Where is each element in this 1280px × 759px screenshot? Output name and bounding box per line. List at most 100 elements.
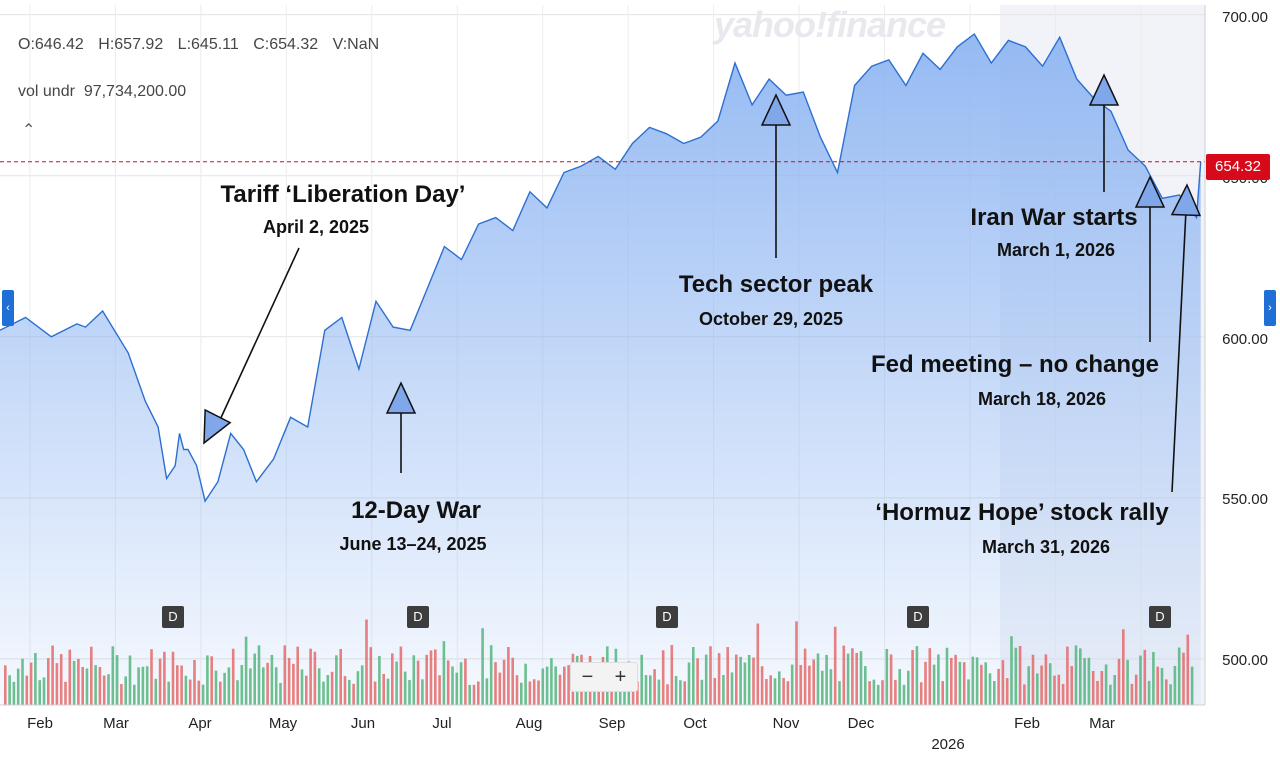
volume-bar bbox=[902, 684, 906, 705]
volume-bar bbox=[537, 680, 540, 705]
annotation-date: March 1, 2026 bbox=[996, 240, 1116, 260]
volume-bar bbox=[292, 663, 295, 705]
volume-bar bbox=[511, 657, 514, 705]
volume-bar bbox=[145, 666, 149, 705]
volume-bar bbox=[21, 658, 24, 705]
scroll-right-handle[interactable]: › bbox=[1264, 290, 1276, 326]
volume-bar bbox=[1109, 684, 1112, 705]
dividend-marker[interactable]: D bbox=[162, 606, 184, 628]
volume-bar bbox=[309, 648, 312, 705]
volume-bar bbox=[833, 626, 837, 705]
volume-bar bbox=[64, 681, 67, 705]
volume-bar bbox=[502, 659, 506, 705]
volume-bar bbox=[567, 665, 570, 705]
volume-bar bbox=[717, 653, 721, 705]
dividend-marker[interactable]: D bbox=[407, 606, 429, 628]
volume-bar bbox=[322, 681, 325, 705]
dividend-marker[interactable]: D bbox=[656, 606, 678, 628]
volume-bar bbox=[55, 663, 59, 705]
chevron-up-icon[interactable]: ⌃ bbox=[22, 122, 36, 139]
volume-bar bbox=[997, 668, 1000, 705]
scroll-left-handle[interactable]: ‹ bbox=[2, 290, 14, 326]
volume-bar bbox=[709, 646, 712, 705]
volume-bar bbox=[236, 680, 239, 705]
volume-bar bbox=[412, 655, 416, 705]
annotation-arrowhead bbox=[203, 408, 232, 445]
vol-value: 97,734,200.00 bbox=[83, 83, 187, 100]
volume-bar bbox=[477, 681, 480, 705]
volume-bar bbox=[1126, 659, 1129, 705]
volume-bar bbox=[1096, 680, 1099, 705]
volume-bar bbox=[932, 664, 936, 705]
volume-bar bbox=[1113, 675, 1116, 705]
volume-bar bbox=[167, 681, 170, 705]
volume-bar bbox=[980, 664, 983, 705]
volume-bar bbox=[597, 684, 600, 705]
annotation-arrowhead bbox=[760, 93, 792, 126]
dividend-marker[interactable]: D bbox=[1149, 606, 1171, 628]
volume-bar bbox=[1134, 674, 1138, 705]
volume-bar bbox=[356, 671, 360, 705]
volume-bar bbox=[825, 654, 828, 705]
volume-bar bbox=[666, 684, 669, 705]
x-tick-label: Oct bbox=[683, 715, 707, 732]
volume-bar bbox=[81, 666, 84, 705]
volume-bar bbox=[1079, 648, 1082, 705]
volume-bar bbox=[188, 679, 192, 705]
volume-bar bbox=[313, 651, 317, 705]
volume-bar bbox=[1177, 647, 1181, 705]
volume-bar bbox=[296, 646, 299, 705]
annotation-arrowhead bbox=[1170, 183, 1202, 217]
volume-bar bbox=[141, 666, 145, 705]
volume-bar bbox=[300, 669, 304, 705]
x-tick-label: Dec bbox=[847, 715, 875, 732]
volume-bar bbox=[829, 669, 833, 705]
volume-bar bbox=[305, 675, 308, 705]
volume-bar bbox=[907, 670, 910, 705]
volume-bar bbox=[988, 673, 992, 705]
volume-bar bbox=[1083, 658, 1086, 705]
x-tick-label: Mar bbox=[103, 715, 129, 732]
volume-bar bbox=[214, 670, 218, 705]
annotation-date: March 18, 2026 bbox=[977, 389, 1107, 409]
volume-bar bbox=[545, 666, 549, 705]
volume-bar bbox=[975, 657, 979, 705]
volume-bar bbox=[133, 684, 136, 705]
volume-bar bbox=[429, 650, 433, 705]
volume-bar bbox=[343, 676, 347, 705]
volume-bar bbox=[1044, 654, 1048, 705]
zoom-controls: − + bbox=[570, 662, 638, 692]
volume-bar bbox=[743, 662, 747, 705]
volume-bar bbox=[1070, 665, 1073, 705]
volume-bar bbox=[1057, 674, 1061, 705]
volume-bar bbox=[765, 679, 768, 705]
volume-bar bbox=[636, 681, 639, 705]
volume-bar bbox=[369, 647, 373, 705]
zoom-in-button[interactable]: + bbox=[614, 665, 627, 688]
volume-bar bbox=[391, 653, 394, 705]
volume-bar bbox=[812, 659, 815, 705]
volume-bar bbox=[154, 678, 158, 705]
x-tick-label: Apr bbox=[188, 715, 212, 732]
volume-bar bbox=[1190, 666, 1194, 705]
volume-bar bbox=[171, 651, 175, 705]
volume-bar bbox=[1061, 683, 1065, 705]
volume-bar bbox=[872, 679, 876, 705]
volume-bar bbox=[102, 675, 106, 705]
volume-bar bbox=[1066, 646, 1069, 705]
volume-bar bbox=[489, 645, 493, 705]
zoom-out-button[interactable]: − bbox=[581, 665, 594, 688]
volume-bar bbox=[756, 623, 760, 705]
dividend-marker[interactable]: D bbox=[907, 606, 929, 628]
volume-readout: vol undr 97,734,200.00 bbox=[18, 83, 186, 101]
volume-bar bbox=[735, 654, 738, 705]
volume-bar bbox=[696, 658, 699, 705]
volume-bar bbox=[1160, 667, 1164, 705]
volume-bar bbox=[644, 675, 648, 705]
annotation-arrowhead bbox=[1088, 73, 1120, 106]
volume-bar bbox=[515, 675, 519, 705]
volume-bar bbox=[193, 660, 196, 705]
x-tick-label-year: 2026 bbox=[931, 736, 965, 753]
volume-bar bbox=[451, 666, 454, 705]
